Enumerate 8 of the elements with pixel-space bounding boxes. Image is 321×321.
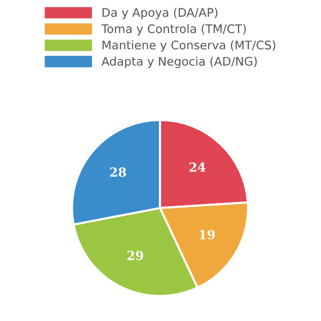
- legend-label: Da y Apoya (DA/AP): [102, 8, 218, 20]
- data-label: 28: [110, 167, 126, 177]
- data-label: 19: [200, 230, 215, 240]
- legend-label: Mantiene y Conserva (MT/CS): [102, 40, 276, 52]
- data-label: 29: [127, 250, 144, 260]
- data-label: 24: [189, 162, 206, 172]
- legend-label: Toma y Controla (TM/CT): [101, 24, 246, 36]
- legend-label: Adapta y Negocia (AD/NG): [102, 56, 257, 68]
